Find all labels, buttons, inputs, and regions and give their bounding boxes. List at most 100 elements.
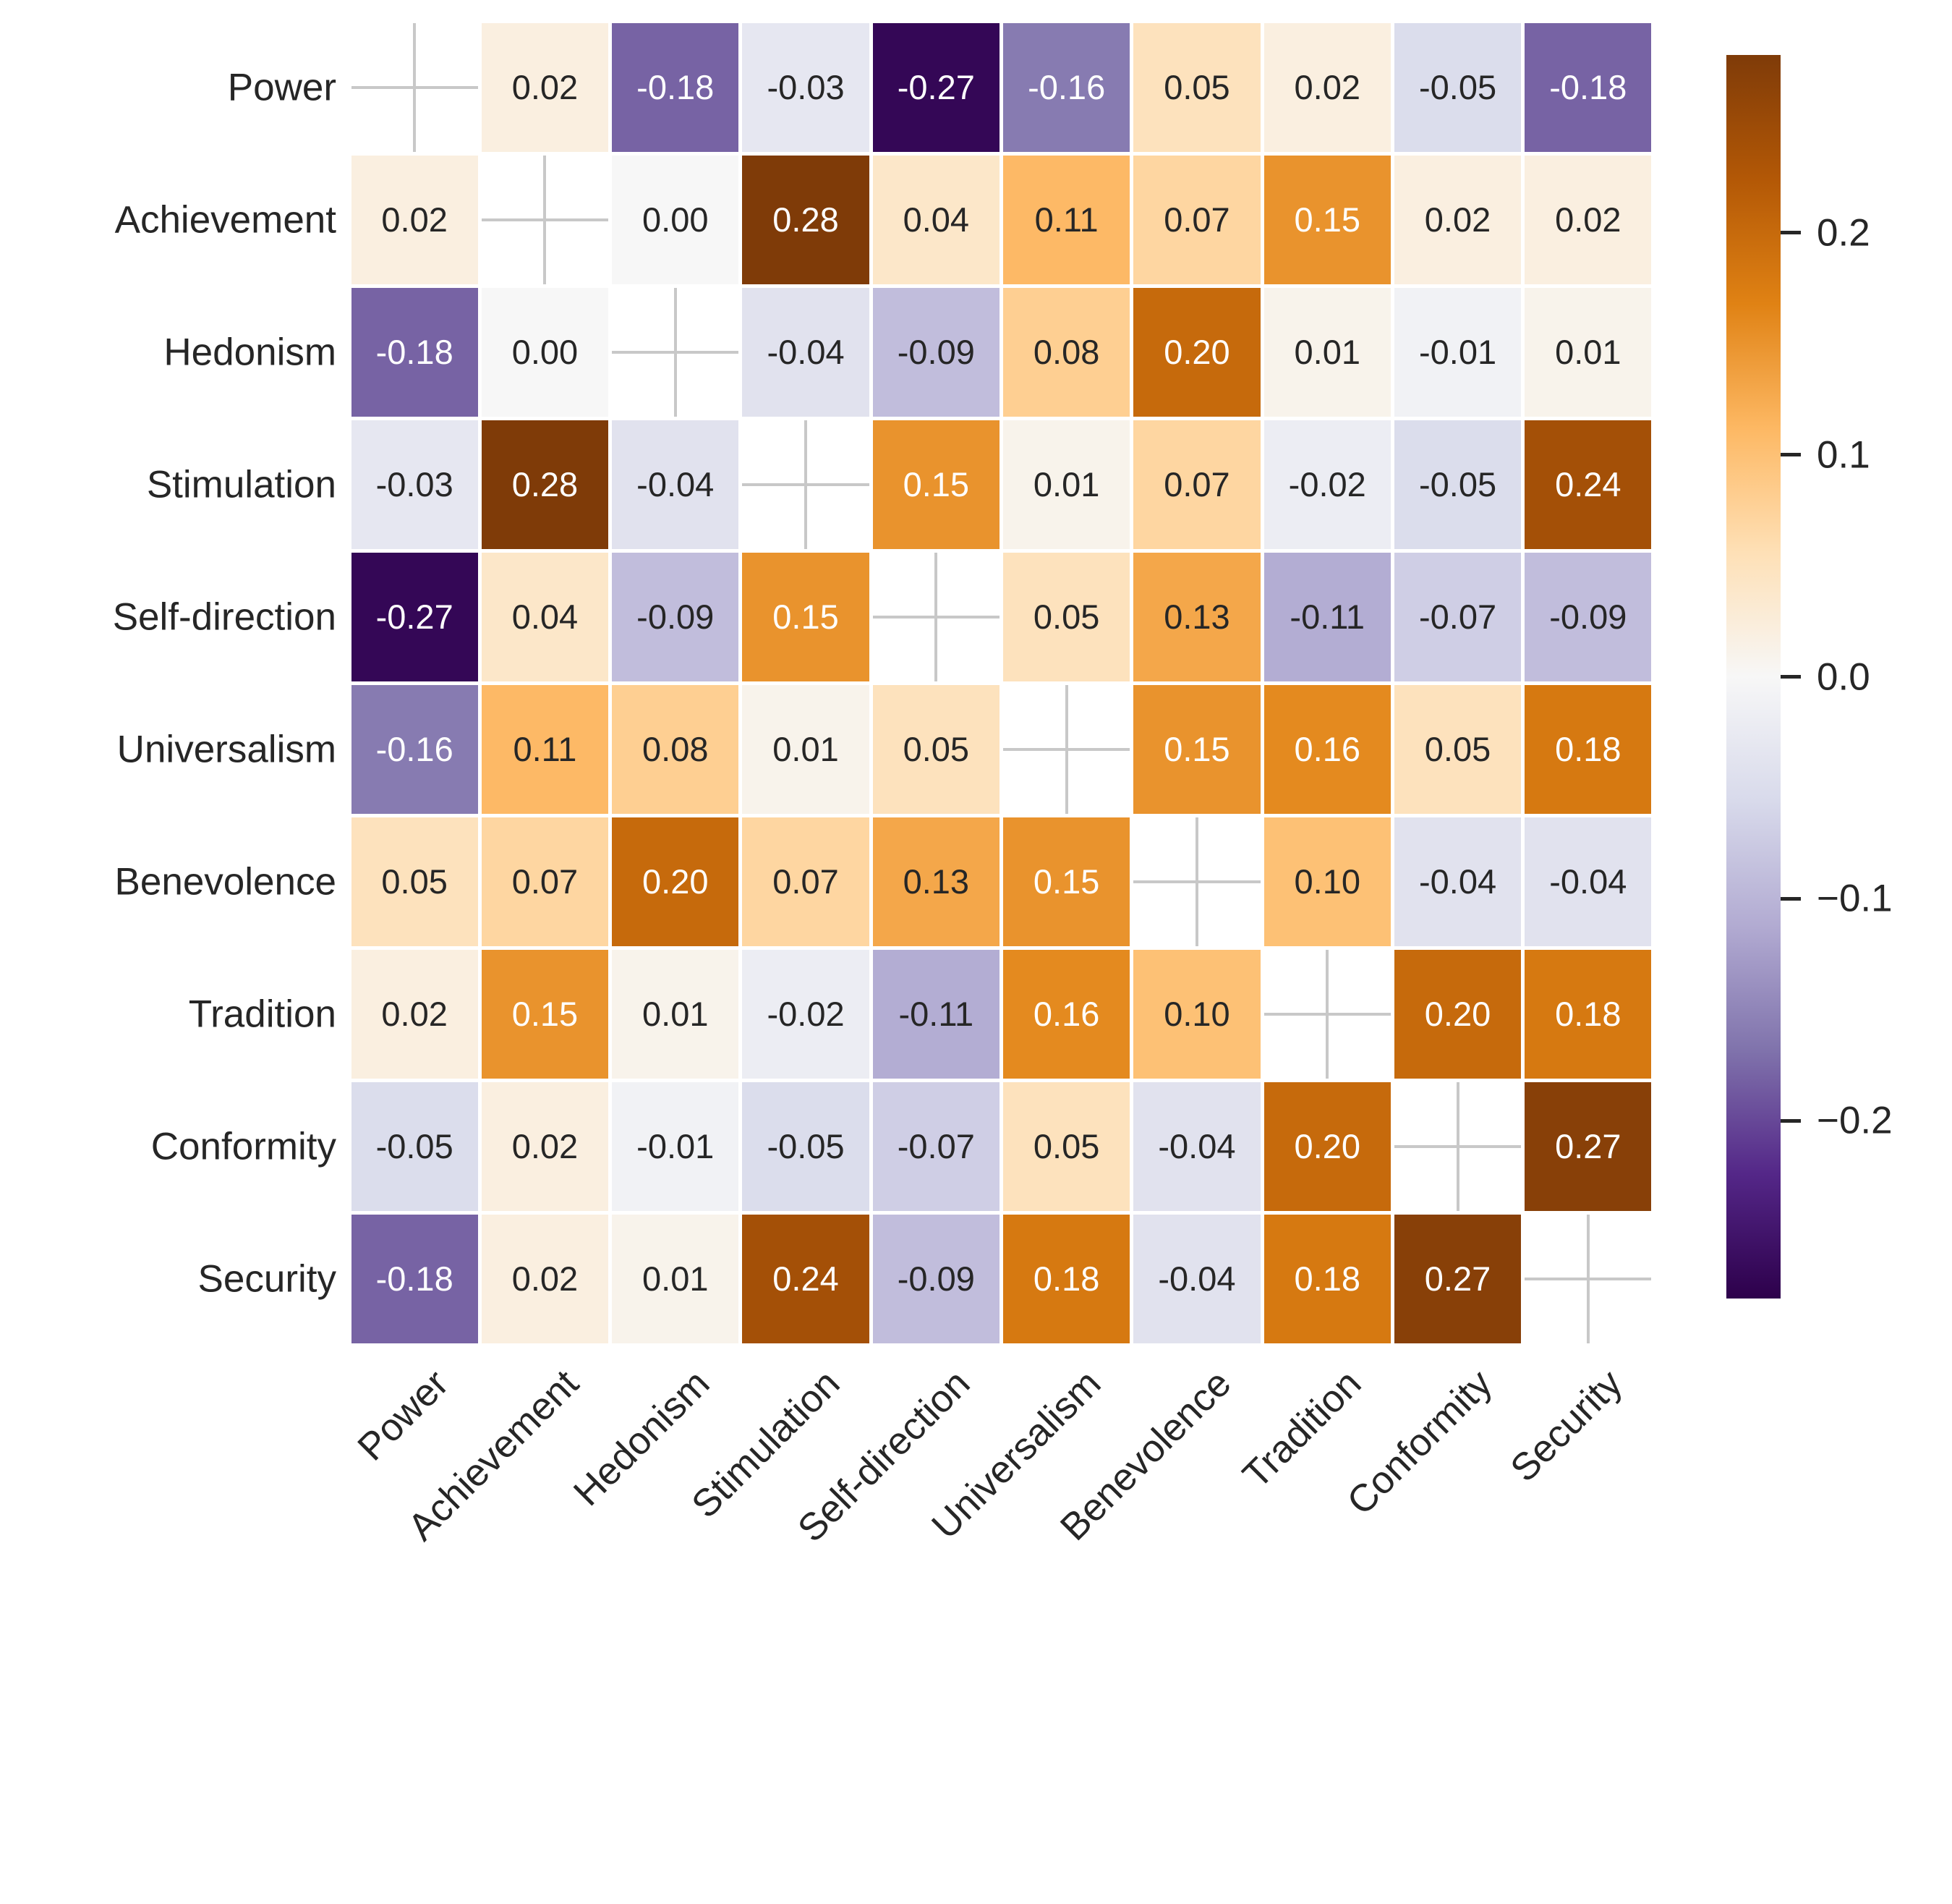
cell-value: 0.15 bbox=[511, 995, 579, 1033]
plus-marker-icon bbox=[934, 552, 938, 681]
cell-value: 0.02 bbox=[381, 995, 448, 1033]
cell-value: 0.02 bbox=[381, 200, 448, 239]
cell-value: -0.05 bbox=[767, 1127, 845, 1165]
heatmap-cell: 0.15 bbox=[1133, 684, 1261, 814]
cell-value: -0.27 bbox=[375, 598, 453, 636]
plus-marker-icon bbox=[413, 22, 417, 152]
heatmap-cell: 0.07 bbox=[1133, 155, 1261, 284]
heatmap-cell: 0.07 bbox=[1133, 420, 1261, 549]
heatmap-cell: -0.27 bbox=[351, 552, 478, 681]
cell-value: 0.28 bbox=[511, 465, 579, 503]
cell-value: 0.04 bbox=[511, 598, 579, 636]
cell-value: 0.27 bbox=[1555, 1127, 1621, 1165]
cell-value: 0.20 bbox=[1294, 1127, 1360, 1165]
heatmap-diagonal-cell bbox=[351, 22, 478, 152]
heatmap-cell: 0.18 bbox=[1003, 1214, 1130, 1343]
cell-value: -0.09 bbox=[1549, 598, 1627, 636]
cell-value: 0.07 bbox=[772, 862, 839, 901]
heatmap-cell: 0.01 bbox=[612, 949, 739, 1079]
heatmap-cell: -0.04 bbox=[612, 420, 739, 549]
cell-value: -0.07 bbox=[897, 1127, 975, 1165]
heatmap-diagonal-cell bbox=[742, 420, 869, 549]
cell-value: 0.05 bbox=[1033, 598, 1100, 636]
cell-value: 0.05 bbox=[903, 730, 970, 768]
heatmap-cell: -0.18 bbox=[351, 1214, 478, 1343]
heatmap-diagonal-cell bbox=[872, 552, 1000, 681]
cell-value: 0.11 bbox=[1034, 200, 1099, 239]
heatmap-cell: 0.20 bbox=[1133, 287, 1261, 417]
cell-value: 0.04 bbox=[903, 200, 970, 239]
heatmap-cell: 0.04 bbox=[872, 155, 1000, 284]
plus-marker-icon bbox=[804, 420, 808, 549]
heatmap-cell: -0.04 bbox=[1525, 817, 1652, 946]
heatmap-cell: -0.16 bbox=[1003, 22, 1130, 152]
cell-value: -0.18 bbox=[375, 1259, 453, 1298]
heatmap-cell: 0.04 bbox=[481, 552, 609, 681]
heatmap-cell: 0.16 bbox=[1263, 684, 1391, 814]
cell-value: -0.18 bbox=[375, 333, 453, 371]
heatmap-cell: -0.04 bbox=[1133, 1214, 1261, 1343]
heatmap-cell: 0.18 bbox=[1525, 684, 1652, 814]
heatmap-cell: 0.07 bbox=[481, 817, 609, 946]
cell-value: 0.01 bbox=[642, 995, 709, 1033]
heatmap-cell: 0.27 bbox=[1394, 1214, 1522, 1343]
heatmap-cell: -0.09 bbox=[872, 1214, 1000, 1343]
heatmap-cell: -0.05 bbox=[1394, 22, 1522, 152]
heatmap-cell: -0.03 bbox=[351, 420, 478, 549]
heatmap-cell: -0.09 bbox=[612, 552, 739, 681]
cell-value: -0.04 bbox=[1549, 862, 1627, 901]
heatmap-cell: -0.05 bbox=[351, 1081, 478, 1211]
heatmap-cell: -0.09 bbox=[872, 287, 1000, 417]
heatmap-cell: 0.05 bbox=[1394, 684, 1522, 814]
heatmap-cell: 0.28 bbox=[742, 155, 869, 284]
cell-value: 0.00 bbox=[642, 200, 709, 239]
y-tick-label: Hedonism bbox=[163, 331, 336, 373]
heatmap-cell: 0.10 bbox=[1263, 817, 1391, 946]
heatmap-cell: 0.20 bbox=[1394, 949, 1522, 1079]
cell-value: 0.07 bbox=[1164, 465, 1230, 503]
heatmap-cell: 0.08 bbox=[1003, 287, 1130, 417]
heatmap-diagonal-cell bbox=[1394, 1081, 1522, 1211]
heatmap-cell: -0.18 bbox=[351, 287, 478, 417]
heatmap-cell: 0.05 bbox=[872, 684, 1000, 814]
heatmap-cell: -0.04 bbox=[1394, 817, 1522, 946]
colorbar-tick-label: 0.2 bbox=[1817, 211, 1870, 255]
cell-value: 0.15 bbox=[903, 465, 970, 503]
colorbar-tick-label: −0.1 bbox=[1817, 877, 1893, 920]
cell-value: 0.08 bbox=[1033, 333, 1100, 371]
cell-value: 0.05 bbox=[1164, 68, 1230, 106]
cell-value: -0.02 bbox=[1288, 465, 1366, 503]
cell-value: -0.01 bbox=[636, 1127, 715, 1165]
cell-value: -0.05 bbox=[375, 1127, 453, 1165]
cell-value: 0.10 bbox=[1164, 995, 1230, 1033]
cell-value: 0.24 bbox=[772, 1259, 839, 1298]
cell-value: -0.05 bbox=[1418, 68, 1497, 106]
y-tick-label: Benevolence bbox=[114, 860, 336, 903]
heatmap-cell: 0.02 bbox=[351, 949, 478, 1079]
cell-value: -0.04 bbox=[1158, 1127, 1236, 1165]
cell-value: 0.05 bbox=[1033, 1127, 1100, 1165]
heatmap-cell: -0.07 bbox=[872, 1081, 1000, 1211]
y-tick-label: Universalism bbox=[116, 728, 336, 770]
cell-value: 0.20 bbox=[642, 862, 709, 901]
heatmap-cell: 0.15 bbox=[872, 420, 1000, 549]
heatmap-cell: 0.01 bbox=[612, 1214, 739, 1343]
heatmap-cell: -0.03 bbox=[742, 22, 869, 152]
cell-value: 0.15 bbox=[1294, 200, 1360, 239]
heatmap-cell: 0.02 bbox=[351, 155, 478, 284]
heatmap-cell: 0.20 bbox=[1263, 1081, 1391, 1211]
cell-value: 0.01 bbox=[1033, 465, 1100, 503]
heatmap-cell: -0.02 bbox=[742, 949, 869, 1079]
heatmap-cell: -0.16 bbox=[351, 684, 478, 814]
cell-value: 0.01 bbox=[772, 730, 839, 768]
y-tick-label: Self-direction bbox=[112, 595, 336, 638]
cell-value: -0.05 bbox=[1418, 465, 1497, 503]
heatmap-cell: -0.11 bbox=[1263, 552, 1391, 681]
cell-value: 0.05 bbox=[381, 862, 448, 901]
cell-value: 0.20 bbox=[1424, 995, 1491, 1033]
heatmap-cell: 0.05 bbox=[351, 817, 478, 946]
heatmap-diagonal-cell bbox=[1525, 1214, 1652, 1343]
heatmap-cell: 0.28 bbox=[481, 420, 609, 549]
colorbar-tick-mark bbox=[1781, 231, 1801, 235]
heatmap-cell: 0.15 bbox=[1263, 155, 1391, 284]
